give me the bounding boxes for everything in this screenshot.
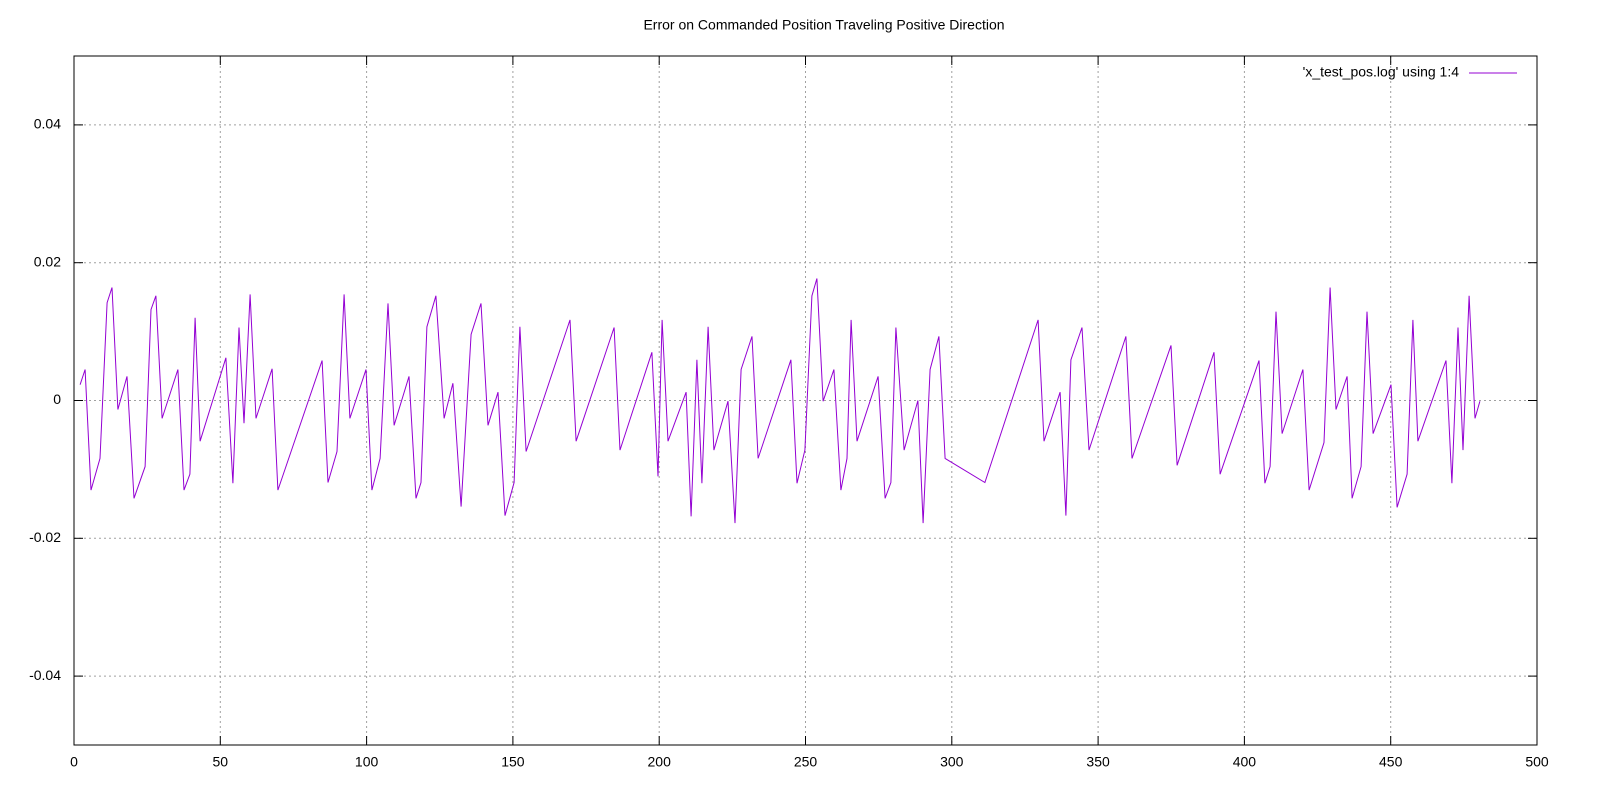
x-tick-label: 500: [1525, 754, 1549, 770]
x-tick-label: 0: [70, 754, 78, 770]
y-tick-label: 0.02: [34, 253, 61, 269]
x-tick-label: 400: [1233, 754, 1257, 770]
data-line: [79, 278, 1481, 524]
y-tick-label: -0.04: [29, 667, 61, 683]
plot-border: [73, 55, 1538, 746]
x-tick-label: 450: [1379, 754, 1403, 770]
chart-title: Error on Commanded Position Traveling Po…: [643, 17, 1004, 33]
x-tick-label: 150: [501, 754, 525, 770]
y-tick-label: 0.04: [34, 116, 61, 132]
x-tick-label: 200: [648, 754, 672, 770]
y-tick-label: -0.02: [29, 529, 61, 545]
x-tick-label: 350: [1086, 754, 1110, 770]
y-tick-label: 0: [53, 391, 61, 407]
x-tick-label: 50: [213, 754, 229, 770]
x-tick-label: 300: [940, 754, 964, 770]
x-tick-label: 100: [355, 754, 379, 770]
legend-label: 'x_test_pos.log' using 1:4: [1303, 64, 1460, 80]
x-tick-label: 250: [794, 754, 818, 770]
